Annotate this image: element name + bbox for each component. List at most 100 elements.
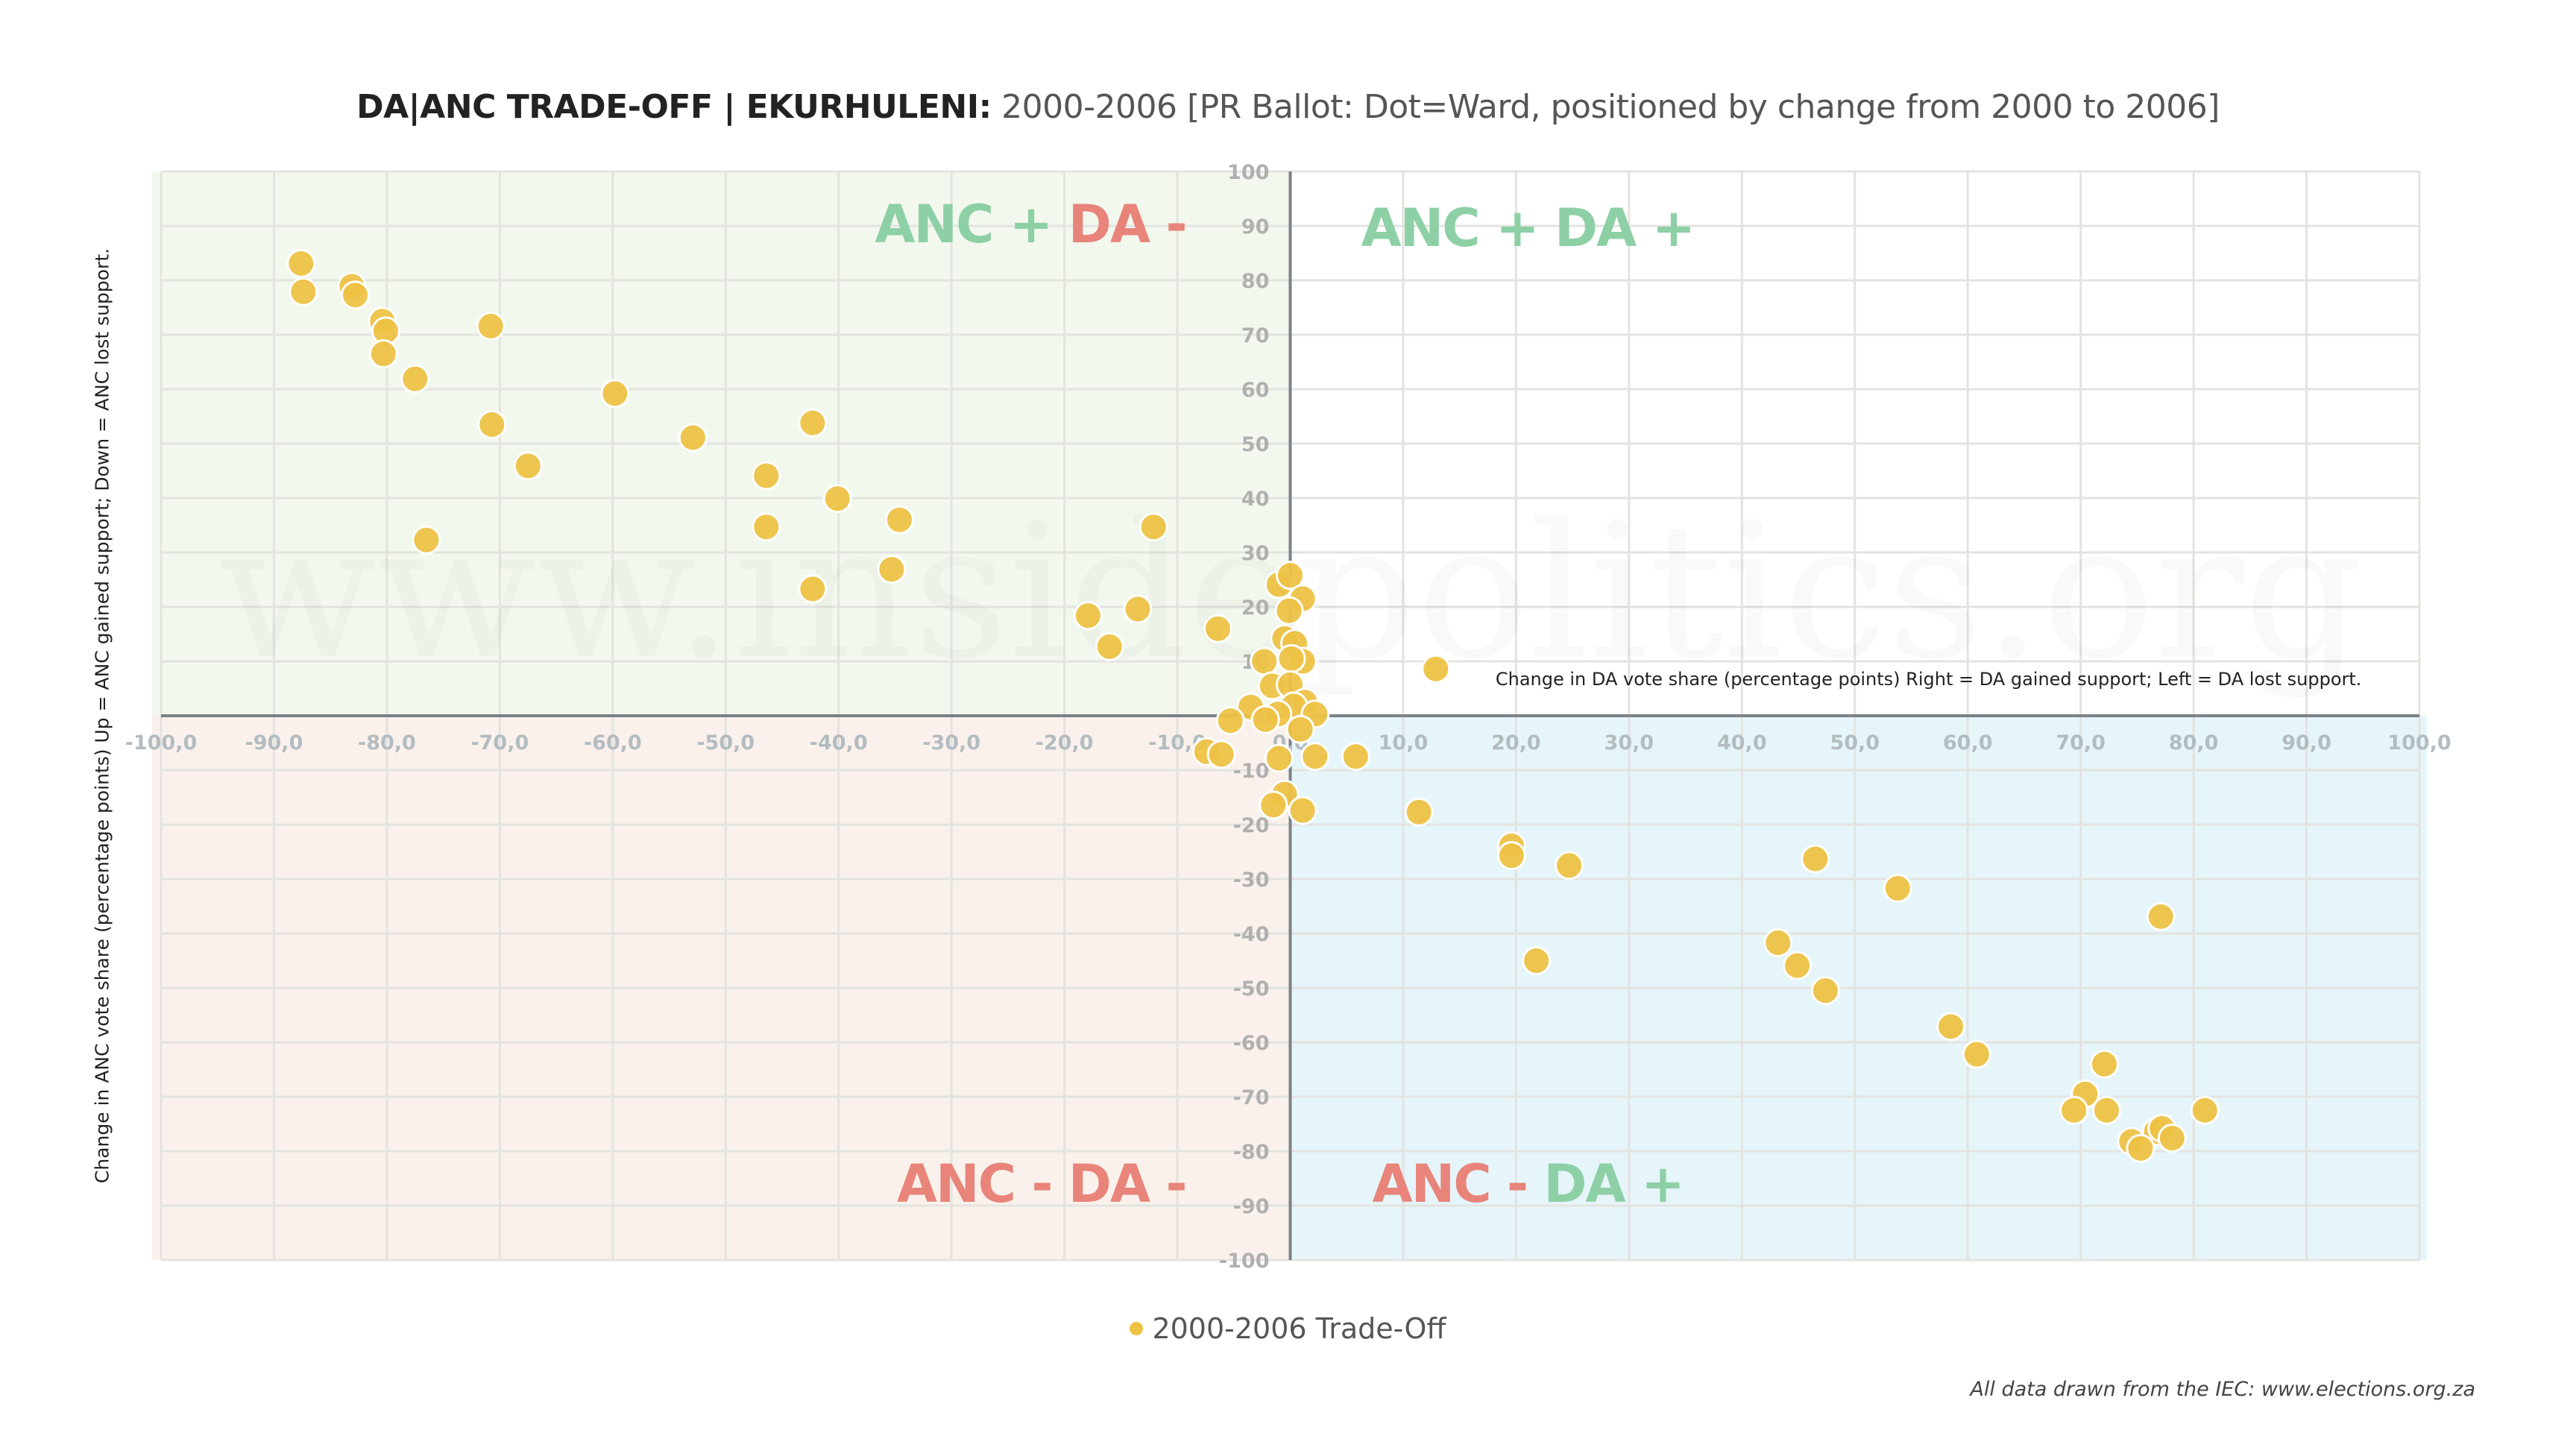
data-point [1095, 632, 1124, 661]
data-point [1496, 841, 1526, 871]
data-point [1276, 643, 1306, 673]
data-point [286, 248, 316, 278]
x-tick-label: 70,0 [2056, 731, 2106, 755]
x-tick-label: 100,0 [2387, 731, 2451, 755]
x-tick-label: -80,0 [358, 731, 416, 755]
quadrant-label-part: DA - [1051, 194, 1185, 255]
data-point [877, 555, 907, 585]
source-footer: All data drawn from the IEC: www.electio… [1970, 1378, 2475, 1401]
data-point [1203, 614, 1233, 643]
x-tick-label: 50,0 [1830, 731, 1880, 755]
y-tick-labels: 1009080706050403020100-10-20-30-40-50-60… [1219, 161, 1270, 1273]
y-tick-label: -100 [1219, 1250, 1270, 1273]
x-tick-label: 40,0 [1717, 731, 1767, 755]
data-point [1936, 1012, 1965, 1042]
y-tick-label: 70 [1241, 324, 1270, 347]
x-tick-label: 30,0 [1605, 731, 1654, 755]
x-tick-label: -50,0 [696, 731, 755, 755]
y-tick-label: -30 [1233, 869, 1270, 892]
data-point [1139, 512, 1168, 542]
annotations: Change in DA vote share (percentage poin… [1496, 669, 2362, 690]
chart-title-rest: 2000-2006 [PR Ballot: Dot=Ward, position… [991, 88, 2220, 126]
data-point [2157, 1123, 2187, 1153]
y-tick-label: 60 [1241, 379, 1270, 402]
y-tick-label: -10 [1233, 760, 1270, 783]
x-tick-label: -70,0 [470, 731, 529, 755]
data-point [752, 512, 781, 542]
data-point [798, 408, 828, 438]
data-point [2146, 901, 2176, 931]
data-point [1073, 601, 1103, 631]
x-tick-label: 20,0 [1491, 731, 1541, 755]
y-tick-label: -20 [1233, 814, 1270, 837]
data-point [412, 525, 441, 555]
data-point [1522, 946, 1552, 975]
y-tick-label: -70 [1233, 1086, 1270, 1109]
x-tick-label: -100,0 [125, 731, 198, 755]
data-point [1341, 742, 1370, 772]
data-point [2091, 1095, 2121, 1125]
data-point [884, 505, 914, 535]
data-points [286, 248, 2220, 1163]
data-point [600, 379, 630, 409]
quadrant-label-part: DA + [1538, 198, 1695, 259]
x-tick-label: -60,0 [584, 731, 642, 755]
data-point [1288, 796, 1317, 825]
chart-title-bold: DA|ANC TRADE-OFF | EKURHULENI: [356, 88, 992, 126]
data-point [2089, 1049, 2119, 1079]
chart-title: DA|ANC TRADE-OFF | EKURHULENI: 2000-2006… [0, 88, 2576, 126]
x-tick-label: -40,0 [810, 731, 868, 755]
data-point [1264, 743, 1294, 773]
x-tick-label: -90,0 [245, 731, 303, 755]
data-point [1123, 594, 1153, 624]
y-tick-label: -60 [1233, 1032, 1270, 1055]
x-tick-label: -30,0 [922, 731, 980, 755]
data-point [2126, 1133, 2155, 1163]
y-tick-label: 50 [1241, 433, 1270, 456]
data-point [1300, 742, 1330, 772]
x-tick-label: 10,0 [1379, 731, 1429, 755]
x-tick-label: 80,0 [2169, 731, 2219, 755]
y-tick-label: -90 [1233, 1195, 1270, 1218]
quadrant-label-upper-left: ANC + DA - [875, 194, 1185, 255]
legend-label[interactable]: 2000-2006 Trade-Off [1152, 1312, 1446, 1345]
data-point [400, 364, 430, 394]
quadrant-label-lower-right: ANC - DA + [1373, 1153, 1684, 1215]
data-point [798, 574, 828, 604]
data-point [477, 409, 507, 439]
data-point [1404, 797, 1434, 827]
data-point [476, 311, 506, 341]
data-point [1555, 851, 1584, 881]
quadrant-labels: ANC + DA - ANC + DA +ANC - DA - ANC - DA + [875, 194, 1695, 1215]
quadrant-label-part: ANC - [897, 1153, 1052, 1215]
y-axis-title: Change in ANC vote share (percentage poi… [91, 248, 113, 1184]
data-point [2059, 1095, 2089, 1125]
data-point [340, 280, 370, 310]
data-point [1274, 596, 1304, 626]
y-tick-label: -80 [1233, 1141, 1270, 1164]
data-point [678, 423, 708, 453]
quadrant-label-part: ANC - [1373, 1153, 1528, 1215]
y-tick-label: -40 [1233, 923, 1270, 946]
quadrant-label-lower-left: ANC - DA - [897, 1153, 1186, 1215]
y-tick-label: 80 [1241, 270, 1270, 293]
data-point [1883, 873, 1912, 903]
quadrant-label-part: DA + [1527, 1153, 1684, 1215]
quadrant-label-upper-right: ANC + DA + [1361, 198, 1695, 259]
quadrant-label-part: ANC + [1361, 198, 1538, 259]
legend-marker-icon [1130, 1321, 1144, 1335]
data-point [289, 277, 318, 306]
data-point [1206, 740, 1236, 769]
data-point [1285, 714, 1315, 744]
x-tick-label: 60,0 [1943, 731, 1993, 755]
quadrant-label-part: ANC + [875, 194, 1051, 255]
data-point [1783, 951, 1813, 980]
data-point [1421, 654, 1451, 684]
y-tick-label: 40 [1241, 488, 1270, 511]
y-tick-label: 20 [1241, 596, 1270, 620]
data-point [1962, 1039, 1991, 1069]
legend[interactable]: 2000-2006 Trade-Off [0, 1312, 2576, 1345]
x-tick-label: 90,0 [2281, 731, 2331, 755]
y-tick-label: -50 [1233, 977, 1270, 1001]
data-point [1810, 976, 1840, 1006]
